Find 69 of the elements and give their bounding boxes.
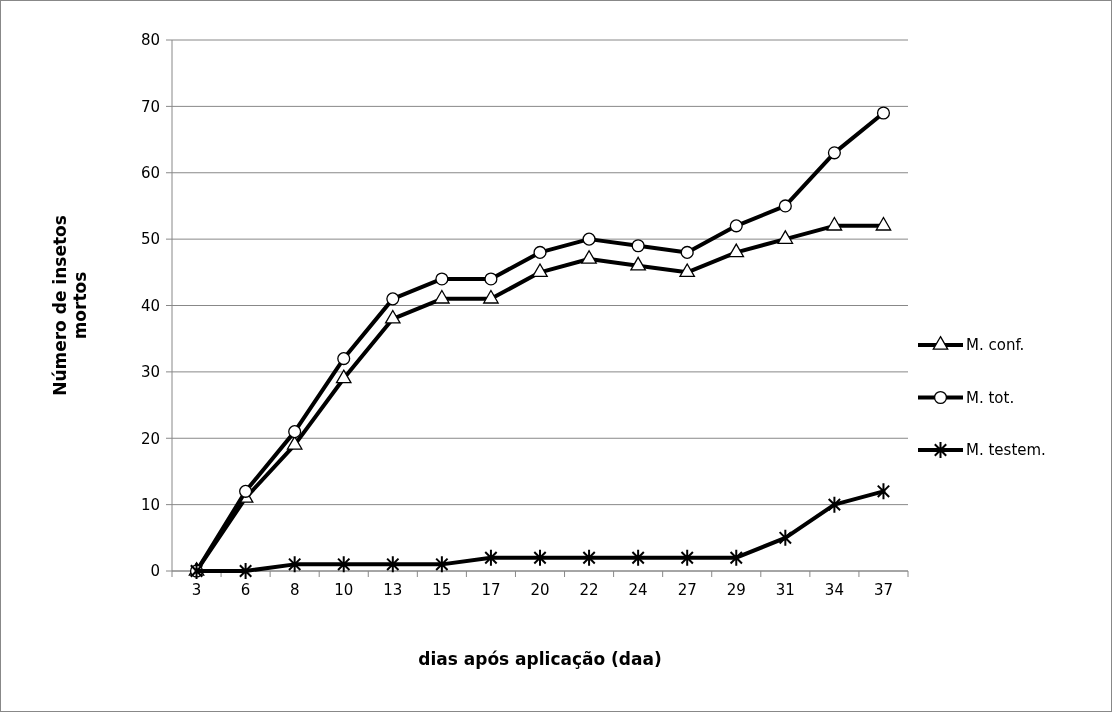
y-tick-label: 10	[140, 495, 160, 514]
point	[729, 548, 743, 567]
point	[679, 263, 696, 278]
y-tick-label: 30	[140, 363, 160, 382]
point	[239, 484, 253, 498]
x-tick-label: 22	[579, 581, 599, 599]
point	[384, 309, 401, 324]
x-tick-label: 8	[289, 581, 300, 599]
point	[631, 239, 645, 253]
x-tick-label: 37	[873, 581, 894, 599]
point	[876, 106, 891, 120]
x-tick-label: 17	[481, 581, 501, 599]
point	[337, 352, 351, 366]
y-tick-label: 80	[140, 31, 160, 50]
x-tick-label: 27	[677, 581, 697, 599]
point	[484, 548, 498, 567]
point	[483, 289, 499, 304]
point	[288, 425, 302, 439]
point	[582, 548, 596, 567]
point	[630, 256, 646, 271]
point	[777, 230, 794, 244]
point	[826, 216, 843, 231]
x-tick-label: 24	[628, 581, 648, 599]
x-tick-label: 6	[240, 581, 251, 599]
x-tick-label: 34	[824, 581, 844, 599]
point	[827, 146, 841, 160]
x-tick-label: 10	[334, 581, 354, 599]
legend-label: M. tot.	[966, 388, 1015, 407]
point	[434, 289, 450, 304]
legend-label: M. conf.	[966, 336, 1025, 355]
point	[631, 548, 645, 567]
y-tick-label: 0	[150, 562, 160, 581]
point	[533, 548, 547, 567]
point	[335, 369, 352, 384]
point	[287, 555, 302, 574]
point	[238, 562, 253, 580]
point	[532, 263, 548, 278]
point	[680, 548, 694, 567]
y-axis-title: Número de insetos mortos	[49, 215, 91, 396]
point	[484, 272, 498, 286]
y-tick-label: 20	[140, 429, 160, 448]
x-axis-title: dias após aplicação (daa)	[418, 649, 662, 669]
point	[729, 219, 743, 233]
x-tick-label: 3	[191, 581, 202, 599]
point	[581, 250, 597, 264]
point	[876, 482, 891, 501]
point	[435, 272, 449, 286]
point	[533, 245, 547, 259]
point	[435, 555, 449, 574]
legend-label: M. testem.	[966, 441, 1046, 460]
x-tick-label: 13	[383, 581, 403, 599]
point	[728, 243, 745, 258]
y-tick-label: 70	[140, 97, 160, 116]
y-tick-label: 60	[140, 164, 160, 182]
x-tick-label: 20	[530, 581, 550, 599]
point	[337, 555, 351, 574]
x-tick-label: 29	[726, 581, 746, 599]
x-tick-label: 31	[775, 581, 795, 599]
y-tick-label: 50	[140, 230, 160, 249]
point	[680, 245, 694, 259]
x-tick-label: 15	[432, 581, 452, 599]
point	[386, 292, 400, 306]
y-tick-label: 40	[140, 296, 160, 315]
point	[778, 528, 793, 547]
point	[875, 216, 892, 231]
point	[582, 232, 596, 246]
point	[778, 199, 792, 213]
point	[386, 555, 400, 574]
point	[827, 495, 842, 514]
